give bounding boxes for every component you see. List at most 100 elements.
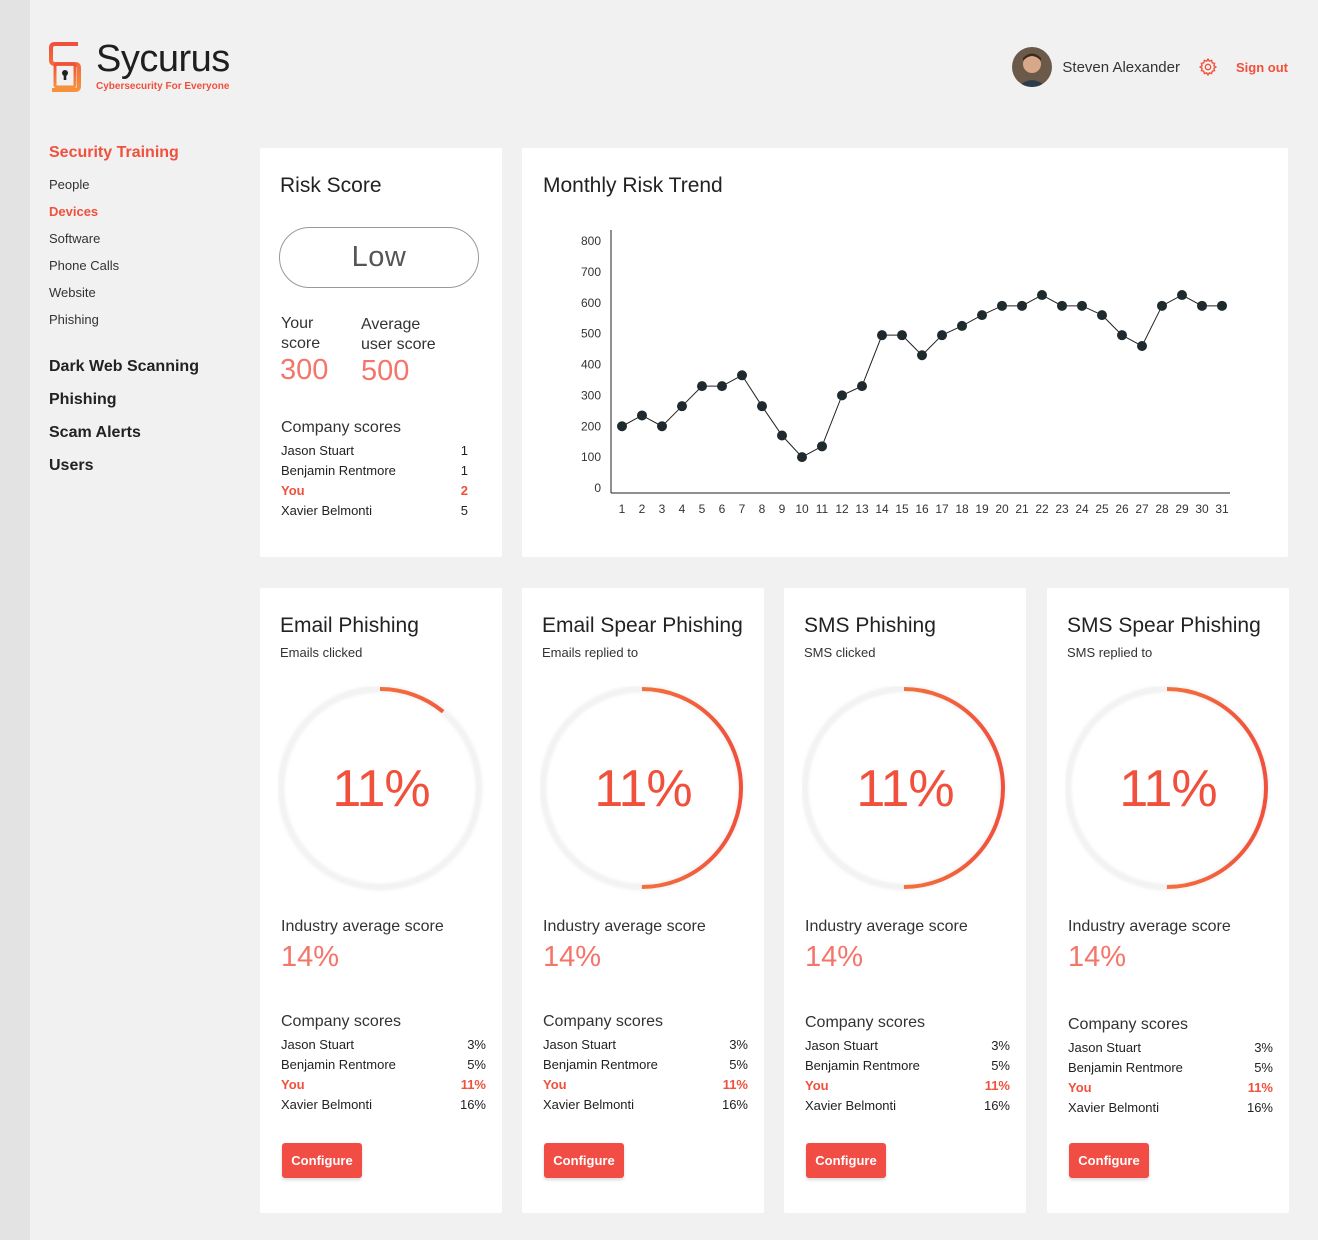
- card-subtitle: Emails clicked: [280, 645, 363, 660]
- company-score-value: 11%: [722, 1077, 748, 1092]
- percent-label: 11%: [856, 760, 954, 818]
- brand-logo[interactable]: Sycurus Cybersecurity For Everyone: [49, 38, 239, 94]
- sign-out-link[interactable]: Sign out: [1236, 59, 1288, 75]
- data-point: [677, 401, 687, 412]
- data-point: [1117, 330, 1127, 341]
- x-tick-label: 22: [1035, 502, 1049, 516]
- company-scores-table: Jason Stuart 1 Benjamin Rentmore 1 You 2 Xavie…: [281, 443, 468, 523]
- company-score-name: Jason Stuart: [1068, 1040, 1141, 1055]
- x-tick-label: 19: [975, 502, 989, 516]
- x-tick-label: 24: [1075, 502, 1089, 516]
- x-tick-label: 7: [739, 502, 746, 516]
- company-score-value: 1: [460, 463, 468, 478]
- user-menu: Steven Alexander Sign out: [1012, 46, 1288, 88]
- average-score-value: 500: [361, 355, 410, 387]
- sidebar-item-website[interactable]: Website: [49, 285, 96, 300]
- data-point: [937, 330, 947, 341]
- data-point: [877, 330, 887, 341]
- configure-button[interactable]: Configure: [282, 1143, 362, 1178]
- phishing-card-sms-phishing: SMS Phishing SMS clicked 11% Industry av…: [784, 588, 1026, 1213]
- company-score-name: Xavier Belmonti: [805, 1098, 897, 1113]
- data-point: [837, 390, 847, 401]
- sidebar-item-people[interactable]: People: [49, 177, 90, 192]
- progress-ring: [1066, 687, 1268, 889]
- sidebar-item-users[interactable]: Users: [49, 457, 94, 474]
- sidebar-item-software[interactable]: Software: [49, 231, 101, 246]
- sidebar-section-security-training[interactable]: Security Training: [49, 144, 179, 161]
- company-score-value: 3%: [1254, 1040, 1273, 1055]
- sidebar-item-phishing[interactable]: Phishing: [49, 391, 117, 408]
- x-tick-label: 30: [1195, 502, 1209, 516]
- company-score-value: 5%: [991, 1058, 1010, 1073]
- company-scores-title: Company scores: [281, 1013, 402, 1030]
- x-tick-label: 2: [639, 502, 646, 516]
- configure-button[interactable]: Configure: [806, 1143, 886, 1178]
- data-point: [857, 381, 867, 392]
- x-tick-label: 15: [895, 502, 909, 516]
- x-tick-label: 25: [1095, 502, 1109, 516]
- company-scores-title: Company scores: [543, 1013, 664, 1030]
- data-point: [637, 410, 647, 421]
- company-score-row: You 2: [281, 483, 468, 503]
- company-score-name: Xavier Belmonti: [281, 1097, 373, 1112]
- company-score-name: Benjamin Rentmore: [281, 463, 396, 478]
- data-point: [697, 381, 707, 392]
- company-score-value: 1: [460, 443, 468, 458]
- progress-ring: [279, 687, 481, 889]
- company-score-value: 2: [460, 483, 468, 498]
- industry-average-label: Industry average score: [1068, 918, 1231, 935]
- data-point: [1217, 300, 1227, 311]
- sidebar-item-devices[interactable]: Devices: [49, 204, 99, 219]
- phishing-card-sms-spear-phishing: SMS Spear Phishing SMS replied to 11% In…: [1047, 588, 1289, 1213]
- progress-ring-arc: [803, 687, 1005, 889]
- gear-icon[interactable]: [1198, 57, 1218, 77]
- data-point: [977, 310, 987, 321]
- data-point: [1057, 300, 1067, 311]
- industry-average-value: 14%: [543, 941, 602, 973]
- company-score-value: 5%: [1254, 1060, 1273, 1075]
- x-tick-label: 10: [795, 502, 809, 516]
- configure-button[interactable]: Configure: [1069, 1143, 1149, 1178]
- sidebar-sub-list: People Devices Software Phone Calls Website P…: [49, 176, 239, 338]
- percent-label: 11%: [594, 760, 692, 818]
- your-score-label: Your score: [281, 315, 321, 352]
- company-score-name: Xavier Belmonti: [543, 1097, 635, 1112]
- company-score-value: 16%: [459, 1097, 486, 1112]
- sidebar-item-phishing[interactable]: Phishing: [49, 312, 99, 327]
- x-tick-label: 27: [1135, 502, 1149, 516]
- company-score-name: Jason Stuart: [543, 1037, 616, 1052]
- industry-average-value: 14%: [1068, 941, 1127, 973]
- company-score-name: Benjamin Rentmore: [805, 1058, 920, 1073]
- avatar[interactable]: [1012, 47, 1053, 87]
- phishing-card-email-spear-phishing: Email Spear Phishing Emails replied to 1…: [522, 588, 764, 1213]
- company-score-row: Jason Stuart 3%: [1068, 1040, 1273, 1060]
- x-tick-label: 23: [1055, 502, 1069, 516]
- company-score-value: 11%: [460, 1077, 486, 1092]
- data-point: [1097, 310, 1107, 321]
- x-tick-label: 11: [816, 502, 829, 516]
- sidebar-item-phone-calls[interactable]: Phone Calls: [49, 258, 120, 273]
- company-score-row: Xavier Belmonti 16%: [805, 1098, 1010, 1118]
- series-line: [621, 294, 1222, 458]
- sidebar-item-scam-alerts[interactable]: Scam Alerts: [49, 424, 141, 441]
- y-tick-label: 600: [581, 296, 601, 310]
- data-point: [1157, 300, 1167, 311]
- configure-button[interactable]: Configure: [544, 1143, 624, 1178]
- sidebar-item-dark-web-scanning[interactable]: Dark Web Scanning: [49, 358, 199, 375]
- x-tick-label: 16: [915, 502, 929, 516]
- x-tick-label: 6: [719, 502, 726, 516]
- y-tick-label: 200: [581, 419, 601, 433]
- x-tick-label: 13: [855, 502, 869, 516]
- card-title: Email Spear Phishing: [542, 614, 743, 637]
- company-score-value: 3%: [991, 1038, 1010, 1053]
- sidebar: Security Training People Devices Software P…: [49, 144, 239, 490]
- company-score-value: 11%: [1247, 1080, 1273, 1095]
- your-score-value: 300: [280, 354, 329, 386]
- average-score-label: Average user score: [361, 316, 436, 353]
- company-score-row: Benjamin Rentmore 5%: [805, 1058, 1010, 1078]
- progress-ring: [803, 687, 1005, 889]
- company-score-row: Jason Stuart 1: [281, 443, 468, 463]
- percent-label: 11%: [1119, 760, 1217, 818]
- company-score-value: 16%: [1246, 1100, 1273, 1115]
